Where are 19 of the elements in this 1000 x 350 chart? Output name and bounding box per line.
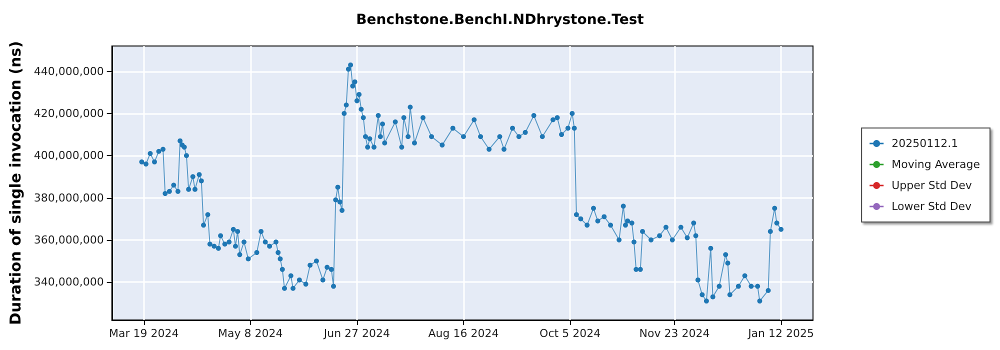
x-tick-label: Jan 12 2025 bbox=[747, 327, 814, 340]
x-tick-label: May 8 2024 bbox=[218, 327, 283, 340]
x-tick-label: Aug 16 2024 bbox=[428, 327, 499, 340]
y-tick-label: 360,000,000 bbox=[34, 233, 104, 246]
x-tick-label: Jun 27 2024 bbox=[322, 327, 390, 340]
x-tick-label: Mar 19 2024 bbox=[108, 327, 179, 340]
legend-label: 20250112.1 bbox=[892, 137, 958, 150]
y-tick-label: 380,000,000 bbox=[34, 191, 104, 204]
y-axis-title: Duration of single invocation (ns) bbox=[6, 41, 24, 325]
y-tick-label: 340,000,000 bbox=[34, 276, 104, 289]
legend-label: Moving Average bbox=[892, 158, 980, 171]
y-tick-label: 420,000,000 bbox=[34, 106, 104, 120]
x-tick-label: Nov 23 2024 bbox=[639, 327, 710, 340]
legend-label: Lower Std Dev bbox=[892, 200, 972, 213]
chart-title: Benchstone.BenchI.NDhrystone.Test bbox=[356, 12, 644, 28]
y-tick-label: 440,000,000 bbox=[34, 64, 104, 78]
y-tick-label: 400,000,000 bbox=[34, 149, 104, 162]
legend-label: Upper Std Dev bbox=[892, 179, 972, 192]
x-tick-label: Oct 5 2024 bbox=[540, 327, 601, 340]
